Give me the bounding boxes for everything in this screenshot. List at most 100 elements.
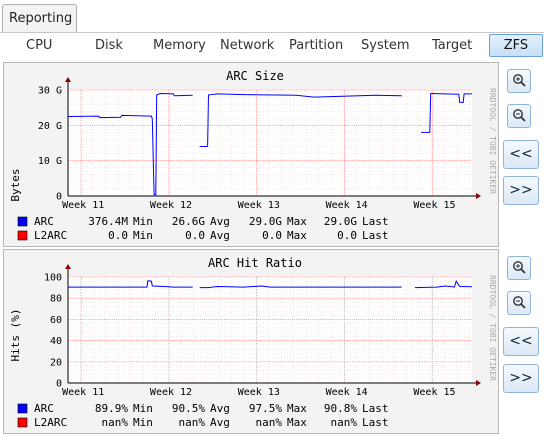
legend-max-label: Max <box>287 416 307 429</box>
legend-arc-min: 376.4M <box>88 215 128 228</box>
plot-background <box>68 277 472 383</box>
tab-target[interactable]: Target <box>432 38 473 53</box>
legend-l2arc-last: nan% <box>331 416 358 429</box>
zoom-out-icon <box>513 296 526 309</box>
legend-avg-label: Avg <box>210 402 230 415</box>
legend-avg-label: Avg <box>210 229 230 242</box>
legend-last-label: Last <box>362 402 389 415</box>
legend-last-label: Last <box>362 229 389 242</box>
tab-reporting[interactable]: Reporting <box>2 4 77 32</box>
x-tick-label: Week 15 <box>413 387 455 398</box>
y-tick-label: 80 <box>50 294 62 305</box>
zoom-in-button[interactable] <box>507 256 531 280</box>
y-tick-label: 10 G <box>38 156 62 167</box>
y-axis-label: Bytes <box>9 168 22 201</box>
x-tick-label: Week 14 <box>326 200 368 211</box>
legend-max-label: Max <box>287 229 307 242</box>
back-button[interactable]: << <box>503 140 539 169</box>
legend-arc-last: 90.8% <box>324 402 357 415</box>
plot-area: 0 10 G 20 G 30 G Week 11 Week 12 Week 13 Week 1… <box>38 77 481 211</box>
x-axis-arrow <box>476 193 481 199</box>
subtab-bar: CPU Disk Memory Network Partition System… <box>0 33 544 59</box>
x-tick-label: Week 12 <box>150 387 192 398</box>
legend-l2arc-last: 0.0 <box>337 229 357 242</box>
back-button[interactable]: << <box>503 327 539 356</box>
legend-l2arc-max: nan% <box>256 416 283 429</box>
rrdtool-watermark: RRDTOOL / TOBI OETIKER <box>488 88 497 194</box>
chart-title: ARC Hit Ratio <box>208 256 302 270</box>
legend-name-arc: ARC <box>34 215 54 228</box>
series-line-arc <box>199 93 402 147</box>
tab-network[interactable]: Network <box>220 38 275 53</box>
series-line-arc <box>421 92 472 133</box>
x-tick-label: Week 11 <box>62 387 104 398</box>
tab-partition[interactable]: Partition <box>289 38 344 53</box>
plot-background <box>68 90 472 196</box>
y-tick-label: 40 <box>50 336 62 347</box>
arc-hit-ratio-graph: ARC Hit Ratio Hits (%) RRDTOOL / TOBI OE… <box>3 249 499 434</box>
arc-hit-ratio-svg: ARC Hit Ratio Hits (%) RRDTOOL / TOBI OE… <box>9 256 497 429</box>
forward-button[interactable]: >> <box>503 364 539 393</box>
legend-min-label: Min <box>133 215 153 228</box>
zoom-in-button[interactable] <box>507 69 531 93</box>
chart-title: ARC Size <box>226 69 284 83</box>
legend-last-label: Last <box>362 215 389 228</box>
legend-arc-last: 29.0G <box>324 215 357 228</box>
legend-arc-min: 89.9% <box>95 402 128 415</box>
zoom-out-button[interactable] <box>507 104 531 128</box>
y-tick-label: 20 <box>50 357 62 368</box>
tab-cpu[interactable]: CPU <box>26 38 53 53</box>
plot-area: 0 20 40 60 80 100 Week 11 Week 12 Week 13 Week 14… <box>44 264 481 398</box>
x-tick-label: Week 12 <box>150 200 192 211</box>
zoom-in-icon <box>513 261 526 274</box>
rrdtool-watermark: RRDTOOL / TOBI OETIKER <box>488 275 497 381</box>
series-line-arc <box>68 280 193 288</box>
arc-size-svg: ARC Size Bytes RRDTOOL / TOBI OETIKER 0 1… <box>9 69 497 242</box>
tab-system[interactable]: System <box>361 38 410 53</box>
y-axis-arrow <box>65 264 71 269</box>
series-line-arc <box>199 285 402 289</box>
legend-max-label: Max <box>287 402 307 415</box>
legend-l2arc-max: 0.0 <box>262 229 282 242</box>
x-tick-label: Week 13 <box>238 200 280 211</box>
legend-avg-label: Avg <box>210 416 230 429</box>
legend-last-label: Last <box>362 416 389 429</box>
legend-l2arc-min: 0.0 <box>108 229 128 242</box>
legend-name-l2arc: L2ARC <box>34 229 67 242</box>
legend-swatch-l2arc <box>17 230 28 241</box>
tab-memory[interactable]: Memory <box>153 38 206 53</box>
y-tick-label: 0 <box>56 379 62 390</box>
legend-swatch-l2arc <box>17 417 28 428</box>
y-axis-arrow <box>65 77 71 82</box>
y-tick-label: 60 <box>50 315 62 326</box>
y-axis-label: Hits (%) <box>9 309 22 362</box>
y-tick-label: 30 G <box>38 86 62 97</box>
legend-arc-avg: 26.6G <box>172 215 205 228</box>
legend-name-arc: ARC <box>34 402 54 415</box>
zoom-out-button[interactable] <box>507 291 531 315</box>
legend-avg-label: Avg <box>210 215 230 228</box>
legend-swatch-arc <box>17 216 28 227</box>
x-tick-label: Week 14 <box>326 387 368 398</box>
zoom-in-icon <box>513 74 526 87</box>
arc-size-graph: ARC Size Bytes RRDTOOL / TOBI OETIKER 0 1… <box>3 62 499 247</box>
legend-arc-max: 29.0G <box>249 215 282 228</box>
x-tick-label: Week 15 <box>413 200 455 211</box>
legend-min-label: Min <box>133 229 153 242</box>
tab-zfs[interactable]: ZFS <box>489 34 543 57</box>
legend-l2arc-avg: nan% <box>179 416 206 429</box>
series-line-arc <box>414 280 473 289</box>
legend-arc-max: 97.5% <box>249 402 282 415</box>
zoom-out-icon <box>513 109 526 122</box>
forward-button[interactable]: >> <box>503 176 539 205</box>
legend-l2arc-avg: 0.0 <box>185 229 205 242</box>
y-tick-label: 100 <box>44 273 62 284</box>
legend-max-label: Max <box>287 215 307 228</box>
tab-divider <box>0 32 544 33</box>
legend-min-label: Min <box>133 402 153 415</box>
tab-disk[interactable]: Disk <box>95 38 123 53</box>
x-axis-arrow <box>476 380 481 386</box>
series-line-arc <box>67 92 193 196</box>
x-tick-label: Week 11 <box>62 200 104 211</box>
